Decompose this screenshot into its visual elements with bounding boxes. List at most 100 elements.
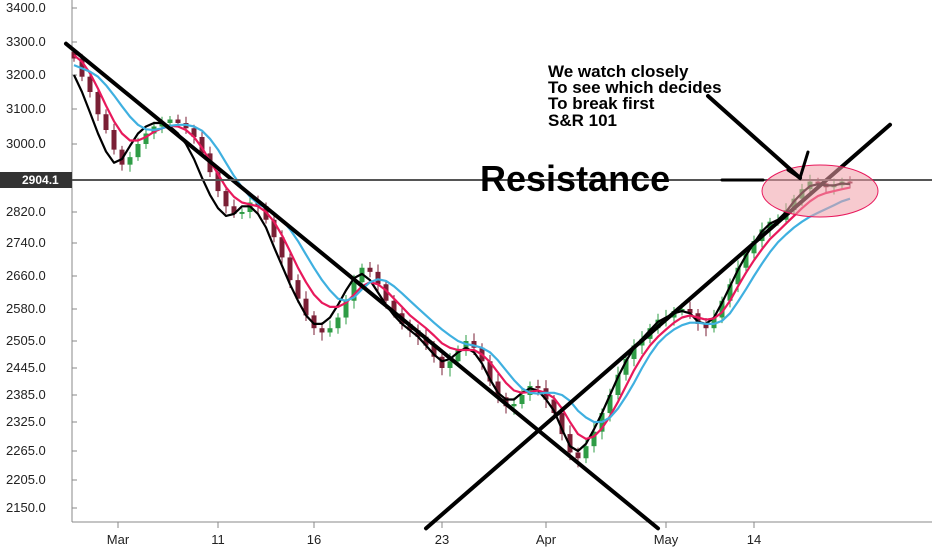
y-tick-label: 2150.0: [6, 500, 46, 515]
x-tick-label: 16: [307, 532, 321, 547]
trendline-1: [64, 41, 660, 531]
candle-body: [591, 431, 597, 447]
candle-down: [319, 322, 325, 341]
candle-up: [623, 354, 629, 381]
note-line-2: To see which decides: [548, 78, 722, 97]
candle-body: [287, 257, 293, 281]
candle-down: [95, 88, 101, 121]
candle-body: [519, 395, 525, 404]
candle-body: [487, 361, 493, 382]
candle-up: [127, 151, 133, 172]
y-tick-label: 3200.0: [6, 67, 46, 82]
candle-body: [567, 434, 573, 453]
candle-body: [335, 317, 341, 329]
candle-body: [311, 315, 317, 329]
x-tick-label: Mar: [107, 532, 130, 547]
candle-body: [383, 284, 389, 301]
candle-down: [223, 185, 229, 214]
price-tag-box: [0, 172, 72, 188]
candle-body: [223, 191, 229, 207]
annotation-note: We watch closely To see which decides To…: [548, 62, 722, 130]
x-tick-label: 23: [435, 532, 449, 547]
candle-body: [463, 341, 469, 350]
candle-body: [719, 300, 725, 318]
candle-body: [703, 323, 709, 329]
candle-body: [231, 206, 237, 214]
candle-up: [143, 130, 149, 149]
candle-up: [239, 208, 245, 219]
note-line-1: We watch closely: [548, 62, 689, 81]
candle-body: [559, 413, 565, 435]
candle-body: [727, 284, 733, 301]
candle-body: [71, 51, 77, 59]
candle-up: [615, 366, 621, 400]
candle-body: [87, 76, 93, 92]
candle-body: [551, 399, 557, 413]
candle-down: [295, 274, 301, 303]
candle-body: [191, 128, 197, 137]
y-tick-label: 2740.0: [6, 235, 46, 250]
candle-body: [95, 92, 101, 115]
y-tick-label: 2505.0: [6, 333, 46, 348]
trendlines: [64, 41, 932, 531]
x-tick-label: 11: [211, 532, 225, 547]
candle-body: [583, 446, 589, 459]
y-tick-label: 2385.0: [6, 387, 46, 402]
candle-body: [495, 381, 501, 398]
candle-body: [511, 404, 517, 407]
candle-body: [303, 298, 309, 316]
candle-body: [127, 157, 133, 165]
candle-body: [535, 386, 541, 389]
candle-up: [631, 339, 637, 367]
y-tick-label: 2265.0: [6, 443, 46, 458]
candle-body: [327, 328, 333, 333]
candle-body: [367, 267, 373, 272]
candle-down: [375, 264, 381, 291]
candle-up: [327, 320, 333, 337]
price-tag-label: 2904.1: [22, 173, 59, 187]
candle-body: [631, 345, 637, 359]
candle-body: [143, 133, 149, 144]
y-tick-label: 2660.0: [6, 268, 46, 283]
candle-up: [751, 235, 757, 259]
candle-body: [199, 137, 205, 154]
candle-body: [423, 336, 429, 346]
candle-down: [111, 123, 117, 155]
x-tick-label: Apr: [536, 532, 557, 547]
candle-body: [351, 282, 357, 301]
moving-average-lines: [73, 54, 851, 453]
candle-up: [519, 386, 525, 409]
candle-body: [279, 237, 285, 258]
candle-body: [295, 280, 301, 299]
candle-body: [455, 350, 461, 362]
candle-up: [463, 335, 469, 356]
y-tick-label: 3100.0: [6, 101, 46, 116]
candle-body: [527, 386, 533, 395]
price-tag: 2904.1: [0, 172, 72, 188]
note-line-4: S&R 101: [548, 111, 617, 130]
y-tick-label: 3300.0: [6, 34, 46, 49]
note-arrow: [706, 94, 802, 180]
candle-body: [735, 267, 741, 285]
candle-body: [391, 300, 397, 314]
candle-body: [215, 172, 221, 192]
y-tick-label: 2820.0: [6, 204, 46, 219]
y-axis-ticks: 3400.0 3300.0 3200.0 3100.0 3000.0 2820.0 2740…: [6, 0, 77, 515]
candle-body: [751, 241, 757, 254]
y-tick-label: 3400.0: [6, 0, 46, 15]
candle-body: [471, 341, 477, 348]
y-tick-label: 2445.0: [6, 360, 46, 375]
annotation-arrows: [706, 94, 810, 182]
candle-body: [607, 395, 613, 413]
candle-body: [447, 361, 453, 368]
candle-down: [191, 124, 197, 144]
candle-body: [687, 309, 693, 314]
moving-average-line-3: [73, 64, 851, 424]
candle-body: [431, 345, 437, 357]
resistance-label: Resistance: [480, 158, 670, 199]
axes: [71, 0, 932, 523]
candle-down: [367, 261, 373, 278]
candle-body: [767, 221, 773, 230]
candle-up: [743, 249, 749, 272]
